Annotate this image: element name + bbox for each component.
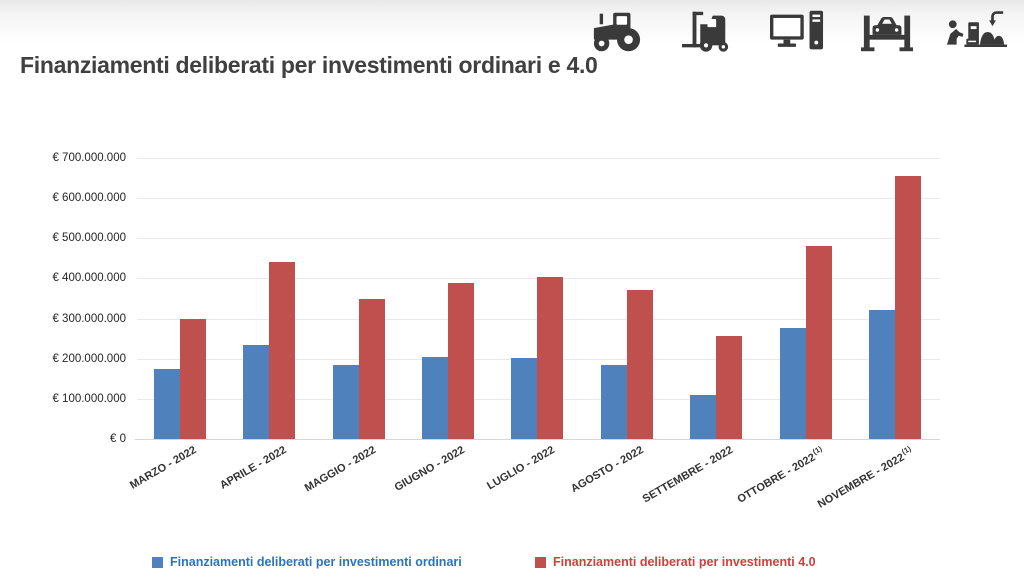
forklift-icon [662, 8, 752, 54]
bar-ordinari [600, 364, 627, 439]
gridline [137, 158, 940, 159]
x-tick-label-text: MAGGIO - 2022 [302, 444, 378, 495]
x-tick-label: NOVEMBRE - 2022(1) [815, 444, 916, 511]
bar-ordinari [690, 394, 717, 439]
tractor-icon [572, 8, 662, 54]
x-tick-label-text: OTTOBRE - 2022 [735, 451, 818, 506]
y-tick-label: € 300.000.000 [52, 312, 126, 325]
bar-group [672, 336, 761, 439]
x-tick-label-text: GIUGNO - 2022 [392, 444, 468, 494]
bar-group [761, 246, 850, 439]
bar-ordinari [243, 344, 270, 439]
y-tick-label: € 700.000.000 [52, 152, 126, 164]
x-axis: MARZO - 2022 APRILE - 2022 MAGGIO - 2022 GI… [128, 444, 940, 524]
x-tick-label-text: AGOSTO - 2022 [569, 444, 646, 496]
bar-group [582, 289, 671, 439]
plot-area [135, 158, 940, 440]
bar-ordinari [869, 310, 896, 439]
y-tick-label: € 500.000.000 [52, 232, 126, 245]
bar-investimenti-4-0 [716, 336, 743, 439]
x-tick-label-text: APRILE - 2022 [217, 444, 289, 492]
y-axis: € 0 € 100.000.000 € 200.000.000 € 300.000.0… [0, 152, 126, 445]
x-tick-label-text: LUGLIO - 2022 [484, 444, 557, 493]
bar-group [493, 277, 582, 439]
legend-label: Finanziamenti deliberati per investiment… [553, 555, 816, 569]
y-tick-label: € 100.000.000 [52, 392, 126, 405]
bar-ordinari [153, 368, 180, 439]
x-tick-label-text: SETTEMBRE - 2022 [640, 444, 736, 506]
x-tick-label: SETTEMBRE - 2022 [641, 444, 735, 505]
x-tick-label-text: MARZO - 2022 [128, 444, 199, 492]
car-lift-icon [842, 8, 932, 54]
bar-ordinari [779, 328, 806, 439]
x-tick-label: AGOSTO - 2022 [569, 444, 646, 495]
x-tick-label: MAGGIO - 2022 [302, 444, 377, 494]
legend-swatch-investimenti-4-0 [535, 556, 546, 568]
chart-title: Finanziamenti deliberati per investiment… [20, 52, 598, 78]
legend-item-investimenti-4-0: Finanziamenti deliberati per investiment… [535, 555, 816, 569]
gridline [137, 238, 940, 240]
desktop-computer-icon [752, 8, 842, 54]
bar-ordinari [511, 357, 538, 439]
bar-group [403, 283, 492, 439]
y-tick-label: € 400.000.000 [52, 272, 126, 285]
legend-item-ordinari: Finanziamenti deliberati per investiment… [152, 555, 462, 569]
bar-investimenti-4-0 [895, 175, 922, 439]
bar-groups [135, 158, 940, 439]
workers-machinery-icon [932, 8, 1022, 54]
bar-ordinari [422, 356, 449, 439]
y-tick-label: € 600.000.000 [52, 192, 126, 205]
top-shadow-gradient [0, 0, 1024, 44]
legend-swatch-ordinari [152, 556, 163, 568]
bar-investimenti-4-0 [537, 277, 564, 439]
gridline [137, 198, 940, 200]
bar-group [851, 175, 940, 439]
x-tick-label: GIUGNO - 2022 [393, 444, 467, 494]
bar-investimenti-4-0 [448, 283, 475, 439]
legend-label: Finanziamenti deliberati per investiment… [170, 555, 462, 569]
y-tick-label: € 200.000.000 [52, 352, 126, 365]
bar-ordinari [332, 364, 359, 439]
x-tick-label: OTTOBRE - 2022(1) [734, 444, 826, 506]
x-tick-label: LUGLIO - 2022 [485, 444, 557, 492]
x-tick-label: APRILE - 2022 [218, 444, 289, 492]
bar-group [314, 299, 403, 439]
bar-group [135, 318, 224, 439]
bar-investimenti-4-0 [179, 318, 206, 439]
y-tick-label: € 0 [110, 433, 126, 445]
bar-investimenti-4-0 [358, 299, 385, 439]
bar-investimenti-4-0 [805, 246, 832, 439]
bar-group [224, 262, 313, 439]
header-icons [572, 8, 1022, 54]
bar-investimenti-4-0 [269, 262, 296, 439]
x-tick-label: MARZO - 2022 [128, 444, 199, 492]
x-tick-label-text: NOVEMBRE - 2022 [816, 451, 907, 511]
bar-investimenti-4-0 [626, 289, 653, 439]
